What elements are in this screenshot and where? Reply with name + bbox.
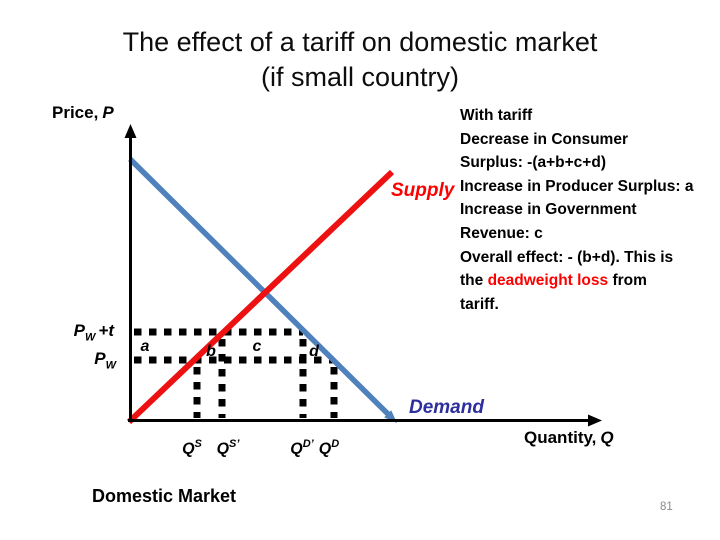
slide-title-line1: The effect of a tariff on domestic marke…	[122, 27, 598, 57]
pw-base: P	[94, 349, 106, 368]
x-axis-label-var: Q	[600, 428, 614, 447]
supply-curve-label: Supply	[391, 180, 455, 201]
qd-prime-sup: D’	[302, 438, 314, 450]
note-line-2: Decrease in Consumer	[460, 130, 628, 148]
y-axis-label-var: P	[102, 103, 114, 122]
pw-sub: W	[105, 359, 116, 372]
region-b-label: b	[206, 343, 216, 360]
note-line-5: Increase in Government	[460, 201, 637, 219]
demand-curve-label: Demand	[409, 397, 484, 418]
y-axis-label-text: Price,	[52, 103, 99, 122]
note-line-3: Surplus: -(a+b+c+d)	[460, 154, 606, 172]
price-tick-pw-plus-t: PW +t	[28, 321, 114, 343]
note-line-closing: tariff.	[460, 295, 499, 313]
tariff-effects-note: With tariff Decrease in Consumer Surplus…	[460, 104, 718, 316]
quantity-tick-qd-prime: QD’	[290, 438, 313, 458]
qd-prime-base: Q	[290, 440, 303, 458]
qd-base: Q	[318, 440, 332, 458]
qd-sup: D	[331, 438, 340, 450]
diagram-caption: Domestic Market	[92, 486, 237, 506]
x-axis-arrowhead	[588, 414, 602, 427]
supply-curve	[126, 169, 395, 425]
region-c-label: c	[252, 338, 262, 355]
pw-t-suffix: +t	[98, 321, 114, 340]
qs-prime-sup: S’	[229, 438, 240, 450]
region-d-label: d	[309, 343, 319, 360]
qs-prime-base: Q	[216, 440, 230, 458]
slide-title: The effect of a tariff on domestic marke…	[0, 25, 720, 95]
note-line-deadweight: the deadweight loss from	[460, 269, 718, 293]
quantity-tick-qs-prime: QS’	[217, 438, 240, 458]
demand-curve	[128, 157, 393, 419]
x-axis-label-text: Quantity,	[524, 428, 597, 447]
deadweight-loss-text: deadweight loss	[487, 272, 609, 290]
pw-t-base: P	[73, 321, 86, 340]
deadweight-pre: the	[460, 272, 488, 290]
slide-title-line2: (if small country)	[260, 62, 460, 92]
y-axis-arrowhead	[124, 124, 137, 138]
note-line-1: With tariff	[460, 107, 533, 124]
quantity-tick-qs: QS	[182, 438, 202, 458]
page-number: 81	[660, 501, 673, 513]
y-axis-label: Price, P	[52, 103, 114, 123]
note-line-4: Increase in Producer Surplus: a	[460, 177, 694, 195]
note-line-6: Revenue: c	[460, 224, 543, 242]
qs-base: Q	[182, 440, 195, 458]
deadweight-post: from	[608, 272, 647, 290]
qs-sup: S	[194, 438, 202, 450]
note-line-7: Overall effect: - (b+d). This is	[460, 248, 674, 266]
price-tick-pw: PW	[28, 349, 116, 371]
x-axis-label: Quantity, Q	[524, 428, 614, 448]
quantity-tick-qd: QD	[319, 438, 339, 458]
region-a-label: a	[140, 338, 150, 355]
pw-t-sub: W	[85, 331, 96, 344]
